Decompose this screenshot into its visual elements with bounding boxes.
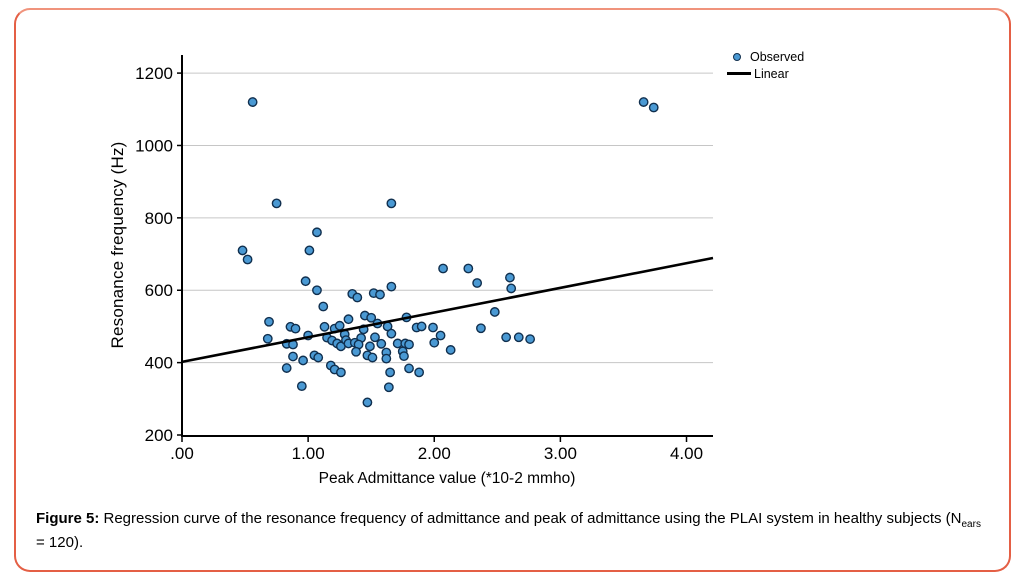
data-point [381, 353, 392, 364]
data-point [489, 307, 500, 317]
linear-line-icon [727, 72, 751, 75]
data-point [638, 97, 649, 107]
data-point [435, 330, 446, 341]
data-point [376, 338, 387, 349]
data-point [288, 351, 298, 362]
x-tick-label: 4.00 [670, 444, 703, 463]
legend-entry-observed: Observed [727, 48, 804, 65]
data-point [313, 352, 324, 363]
data-point [386, 328, 397, 339]
caption-subscript: ears [961, 519, 981, 530]
caption-line-1: Figure 5: Regression curve of the resona… [36, 508, 996, 532]
data-point [429, 337, 440, 348]
x-tick-label: 2.00 [418, 444, 451, 463]
data-point [300, 276, 311, 287]
y-axis-title: Resonance frequency (Hz) [108, 141, 127, 349]
legend-entry-linear: Linear [727, 65, 804, 82]
data-point [501, 332, 512, 343]
data-point [298, 355, 308, 366]
x-tick-label: 1.00 [292, 444, 325, 463]
y-tick-label: 400 [145, 354, 173, 373]
data-point [428, 322, 438, 333]
data-point [445, 345, 456, 355]
data-point [438, 263, 448, 274]
data-point [472, 278, 483, 288]
data-point [525, 334, 536, 344]
x-axis-title: Peak Admittance value (*10-2 mmho) [318, 470, 576, 487]
data-point [506, 283, 517, 294]
data-point [383, 382, 394, 393]
data-point [290, 323, 301, 334]
legend-linear-label: Linear [754, 66, 789, 81]
data-point [416, 321, 427, 332]
x-tick-label: .00 [170, 444, 194, 463]
data-point [336, 367, 346, 378]
data-point [513, 332, 524, 343]
data-point [505, 272, 515, 283]
caption-figure-number: Figure 5: [36, 510, 100, 527]
y-tick-label: 1000 [135, 136, 173, 155]
data-point [375, 289, 385, 300]
figure-caption: Figure 5: Regression curve of the resona… [36, 508, 996, 555]
data-point [242, 254, 253, 265]
data-point [296, 381, 307, 392]
data-point [463, 263, 474, 274]
data-point [237, 245, 248, 256]
data-point [334, 320, 345, 331]
x-tick-label: 3.00 [544, 444, 577, 463]
data-point [399, 351, 409, 362]
data-point [404, 363, 414, 374]
data-point [367, 352, 378, 363]
data-point [264, 316, 274, 327]
data-point [247, 97, 258, 107]
data-point [648, 102, 659, 113]
data-point [319, 321, 330, 332]
figure-border [14, 8, 1011, 572]
data-point [352, 292, 363, 303]
legend-observed-label: Observed [750, 49, 805, 64]
data-point [362, 397, 373, 408]
data-point [414, 367, 425, 378]
data-point [262, 333, 273, 344]
data-point [476, 323, 486, 334]
data-point [370, 332, 380, 343]
y-tick-label: 800 [145, 209, 173, 228]
y-tick-label: 600 [145, 281, 173, 300]
chart-legend: Observed Linear [727, 48, 804, 82]
data-point [404, 339, 414, 350]
data-point [386, 198, 397, 209]
data-point [385, 367, 396, 378]
data-point [271, 198, 282, 209]
data-point [312, 227, 322, 238]
y-tick-label: 200 [145, 426, 173, 445]
regression-line [181, 256, 714, 364]
y-tick-label: 1200 [135, 64, 173, 83]
data-point [386, 281, 397, 292]
observed-marker-icon [733, 52, 741, 61]
data-point [318, 301, 329, 312]
data-point [312, 285, 322, 296]
caption-line-2: = 120). [36, 534, 84, 551]
data-point [365, 341, 375, 352]
data-point [304, 245, 315, 256]
data-point [343, 314, 354, 325]
data-point [366, 312, 377, 323]
scatter-plot: 200 400 600 800 1000 1200 .00 1.00 2.00 3.00 4.00 [135, 55, 714, 463]
data-point [281, 363, 292, 373]
caption-body: Regression curve of the resonance freque… [99, 510, 962, 527]
data-point [351, 346, 361, 357]
